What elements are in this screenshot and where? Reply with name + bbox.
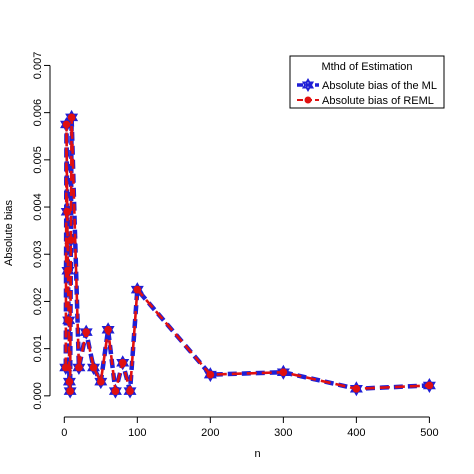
data-point: [133, 285, 142, 294]
data-point: [96, 377, 105, 386]
data-point: [123, 383, 137, 399]
data-point: [66, 387, 74, 395]
data-point: [349, 381, 363, 397]
data-point: [64, 316, 73, 325]
data-point: [64, 266, 72, 275]
data-point: [111, 387, 120, 395]
data-point: [425, 381, 434, 390]
y-tick-label: 0.005: [32, 146, 44, 174]
y-tick-label: 0.004: [32, 193, 44, 221]
data-point: [94, 374, 108, 390]
data-point: [59, 360, 73, 376]
data-point: [79, 324, 93, 340]
data-point: [276, 364, 290, 380]
legend-entry: Absolute bias of REML: [297, 95, 434, 107]
data-point: [82, 328, 91, 336]
data-point: [62, 120, 71, 129]
axes: 0 100 200 300 400 500 0.0000.0010.0020.0030.0…: [32, 52, 439, 439]
legend-marker: [301, 78, 315, 92]
data-point: [206, 370, 215, 379]
data-point: [352, 384, 361, 393]
y-tick-label: 0.001: [32, 335, 44, 363]
data-point: [67, 236, 75, 244]
legend-marker: [304, 96, 312, 104]
x-tick-label: 200: [201, 427, 219, 439]
data-point: [108, 383, 122, 399]
x-tick-label: 0: [61, 427, 67, 439]
y-tick-label: 0.007: [32, 52, 44, 80]
data-point: [203, 367, 217, 383]
x-tick-label: 300: [274, 427, 292, 439]
legend-entry: Absolute bias of the ML: [297, 78, 437, 92]
data-point: [89, 363, 98, 372]
legend-title: Mthd of Estimation: [321, 61, 412, 73]
data-point: [126, 387, 134, 395]
data-point: [63, 383, 77, 399]
data-point: [130, 282, 144, 298]
series-layer: [59, 109, 436, 399]
series-reml: [61, 113, 434, 395]
x-tick-label: 500: [420, 427, 438, 439]
x-ticks: 0 100 200 300 400 500: [61, 417, 439, 439]
y-ticks: 0.000 0.001 0.002 0.003 0.004 0.005 0.006 0.007: [32, 52, 50, 410]
data-point: [279, 368, 288, 377]
data-point: [61, 363, 70, 372]
x-tick-label: 400: [347, 427, 365, 439]
data-point: [65, 377, 74, 386]
data-point: [67, 113, 76, 122]
y-tick-label: 0.000: [32, 382, 44, 410]
y-axis-title: Absolute bias: [3, 199, 15, 266]
data-point: [422, 377, 436, 393]
y-tick-label: 0.006: [32, 99, 44, 127]
legend-entries: Absolute bias of the ML Absolute bias of …: [297, 78, 437, 107]
x-axis-title: n: [254, 448, 260, 460]
legend-label: Absolute bias of REML: [322, 95, 434, 107]
data-point: [75, 363, 83, 372]
legend: Mthd of Estimation Absolute bias of the …: [289, 55, 445, 109]
data-point: [116, 355, 130, 371]
data-point: [63, 207, 72, 216]
data-point: [104, 325, 112, 334]
x-tick-label: 100: [128, 427, 146, 439]
legend-label: Absolute bias of the ML: [322, 80, 437, 92]
y-tick-label: 0.002: [32, 288, 44, 316]
data-point: [87, 360, 100, 376]
data-point: [118, 358, 127, 367]
series-line: [64, 116, 430, 393]
y-tick-label: 0.003: [32, 240, 44, 268]
data-point: [72, 360, 86, 376]
